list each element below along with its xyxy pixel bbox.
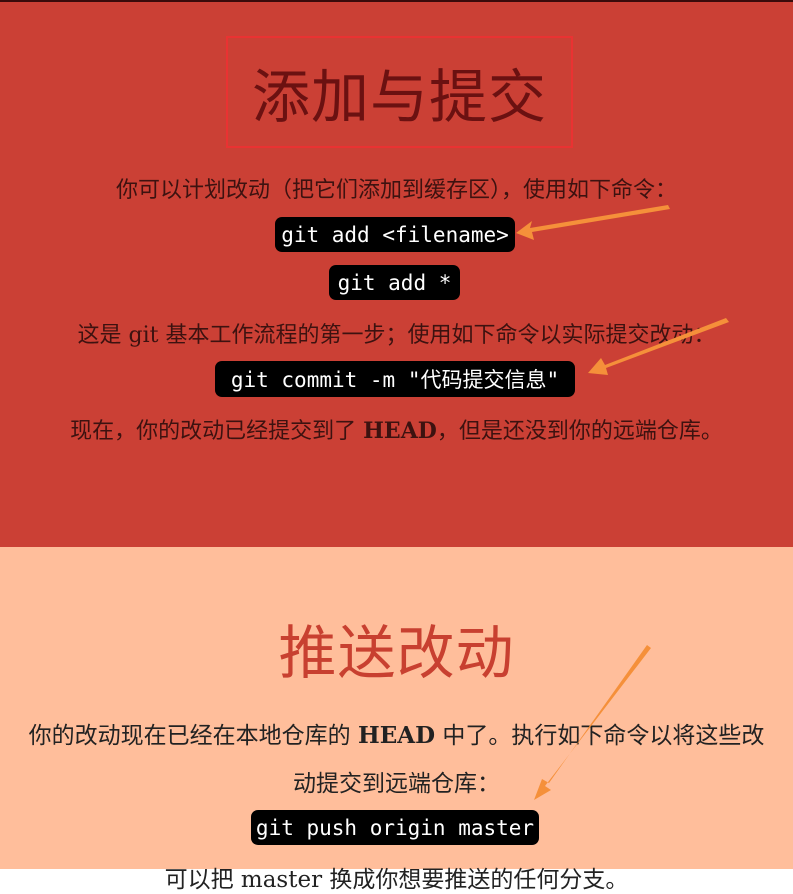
push-text-line2: 动提交到远端仓库： [293,771,500,797]
result-text-post: ，但是还没到你的远端仓库。 [436,419,723,444]
push-branch-note: 可以把 master 换成你想要推送的任何分支。 [164,867,629,893]
push-text-head: HEAD [357,722,436,749]
push-title: 推送改动 [278,619,515,687]
code-git-commit: git commit -m "代码提交信息" [215,361,575,397]
result-head: HEAD [363,418,437,444]
step-text: 这是 git 基本工作流程的第一步；使用如下命令以实际提交改动： [77,323,716,348]
add-commit-title: 添加与提交 [251,63,547,131]
push-text-pre: 你的改动现在已经在本地仓库的 [28,723,358,749]
push-text-post: 中了。执行如下命令以将这些改 [435,723,765,749]
add-commit-title-box: 添加与提交 [226,36,573,148]
result-text: 现在，你的改动已经提交到了 HEAD，但是还没到你的远端仓库。 [0,413,793,445]
intro-text: 你可以计划改动（把它们添加到缓存区），使用如下命令： [115,178,677,203]
code-git-push: git push origin master [251,810,539,845]
code-git-add-all: git add * [329,265,460,300]
code-git-add-filename: git add <filename> [275,217,515,252]
push-text-line1: 你的改动现在已经在本地仓库的 HEAD 中了。执行如下命令以将这些改 [0,716,793,750]
result-text-pre: 现在，你的改动已经提交到了 [70,419,364,444]
